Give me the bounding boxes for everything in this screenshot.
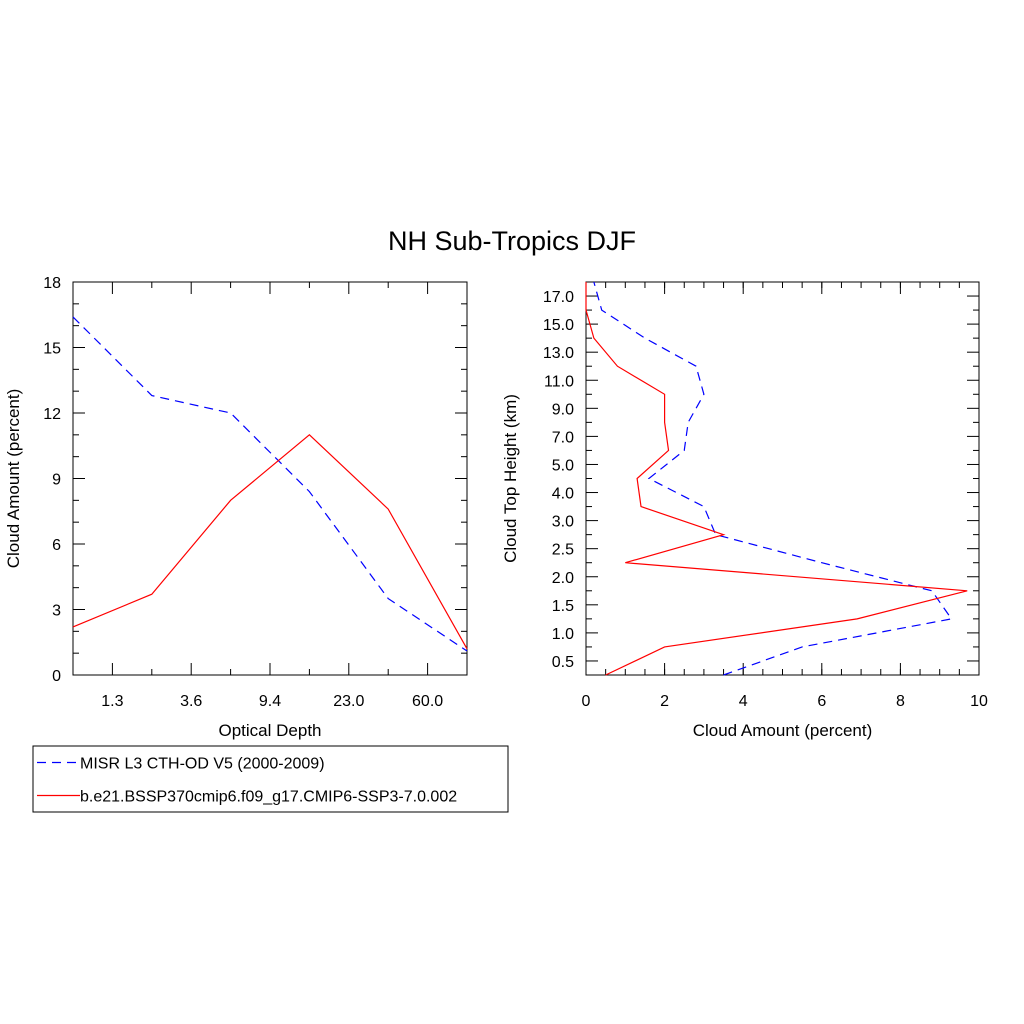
series-line-2 <box>585 282 968 676</box>
legend: MISR L3 CTH-OD V5 (2000-2009) b.e21.BSSP3… <box>32 745 509 813</box>
x-tick-label: 10 <box>970 693 988 710</box>
y-tick-label: 9.0 <box>552 401 574 418</box>
y-tick-label: 12 <box>43 406 61 423</box>
legend-box <box>32 745 509 813</box>
y-tick-label: 4.0 <box>552 486 574 503</box>
y-axis-label: Cloud Amount (percent) <box>4 389 23 569</box>
y-tick-label: 6 <box>52 537 61 554</box>
y-tick-label: 5.0 <box>552 457 574 474</box>
x-tick-label: 1.3 <box>101 693 123 710</box>
x-axis-label: Optical Depth <box>219 721 322 740</box>
y-tick-label: 13.0 <box>543 345 574 362</box>
x-tick-label: 0 <box>582 693 591 710</box>
right-panel: 0 2 4 6 8 10 0.5 1.0 1.5 2.0 2.5 3.0 4.0 5.0 7.0 9.0 11.… <box>501 281 988 740</box>
y-tick-label: 9 <box>52 472 61 489</box>
y-tick-label: 0.5 <box>552 654 574 671</box>
series-line-1 <box>72 316 468 652</box>
series-line-1 <box>593 281 953 676</box>
y-tick-label: 11.0 <box>544 373 574 390</box>
x-tick-label: 4 <box>739 693 748 710</box>
series-line-2 <box>72 434 468 650</box>
x-tick-label: 3.6 <box>180 693 202 710</box>
y-tick-label: 1.5 <box>552 598 574 615</box>
y-axis-label: Cloud Top Height (km) <box>501 394 520 563</box>
y-tick-label: 15 <box>43 341 61 358</box>
x-tick-label: 6 <box>817 693 826 710</box>
y-tick-label: 0 <box>52 668 61 685</box>
y-tick-label: 3.0 <box>552 514 574 531</box>
y-tick-label: 2.5 <box>552 542 574 559</box>
y-tick-label: 1.0 <box>552 626 574 643</box>
x-axis-label: Cloud Amount (percent) <box>693 721 873 740</box>
y-tick-label: 3 <box>52 603 61 620</box>
chart-title: NH Sub-Tropics DJF <box>388 226 636 256</box>
legend-label: b.e21.BSSP370cmip6.f09_g17.CMIP6-SSP3-7.… <box>80 789 457 806</box>
x-tick-label: 8 <box>896 693 905 710</box>
y-tick-label: 15.0 <box>543 317 574 334</box>
x-tick-label: 23.0 <box>333 693 364 710</box>
y-tick-label: 18 <box>43 275 61 292</box>
plot-frame <box>585 281 980 676</box>
left-panel: 0 3 6 9 12 15 18 1.3 3.6 9.4 23.0 60.0 Optical Depth… <box>4 275 468 740</box>
legend-label: MISR L3 CTH-OD V5 (2000-2009) <box>80 756 325 773</box>
plot-frame <box>72 281 468 676</box>
x-tick-label: 60.0 <box>412 693 443 710</box>
y-tick-label: 7.0 <box>552 429 574 446</box>
y-tick-label: 17.0 <box>543 289 574 306</box>
y-tick-label: 2.0 <box>552 570 574 587</box>
x-tick-label: 9.4 <box>259 693 281 710</box>
x-tick-label: 2 <box>660 693 669 710</box>
